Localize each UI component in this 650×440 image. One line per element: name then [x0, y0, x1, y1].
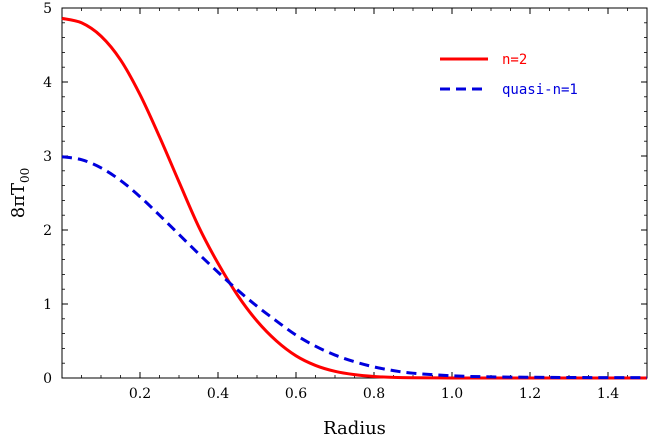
y-tick-label: 3: [43, 149, 52, 165]
plot-frame: [61, 7, 648, 379]
legend-label-quasi-n1: quasi-n=1: [502, 82, 578, 98]
x-tick-label: 0.6: [285, 386, 307, 402]
y-tick-label: 4: [43, 75, 52, 91]
tick-marks: [62, 7, 648, 379]
tick-labels: 0.2 0.4 0.6 0.8 1.0 1.2 1.4 0 1 2 3 4 5: [43, 1, 619, 402]
legend-label-n2: n=2: [502, 52, 527, 68]
y-axis-title-main: 8πT: [8, 183, 29, 218]
x-tick-label: 0.4: [207, 386, 229, 402]
series-line-n2: [61, 16, 647, 380]
x-tick-label: 0.8: [363, 386, 385, 402]
x-axis-title: Radius: [323, 418, 386, 439]
y-tick-label: 5: [43, 1, 52, 17]
y-tick-label: 0: [43, 371, 52, 387]
y-axis-title: 8πT00: [8, 168, 32, 219]
series-line-quasi-n1: [61, 155, 648, 380]
x-tick-label: 1.0: [441, 386, 463, 402]
y-axis-title-subscript: 00: [18, 168, 32, 183]
legend: n=2 quasi-n=1: [440, 52, 578, 98]
x-tick-label: 0.2: [129, 386, 151, 402]
x-tick-label: 1.4: [597, 386, 619, 402]
y-tick-label: 1: [43, 297, 52, 313]
y-tick-label: 2: [43, 223, 52, 239]
series-lines: [61, 16, 648, 380]
x-tick-label: 1.2: [519, 386, 541, 402]
